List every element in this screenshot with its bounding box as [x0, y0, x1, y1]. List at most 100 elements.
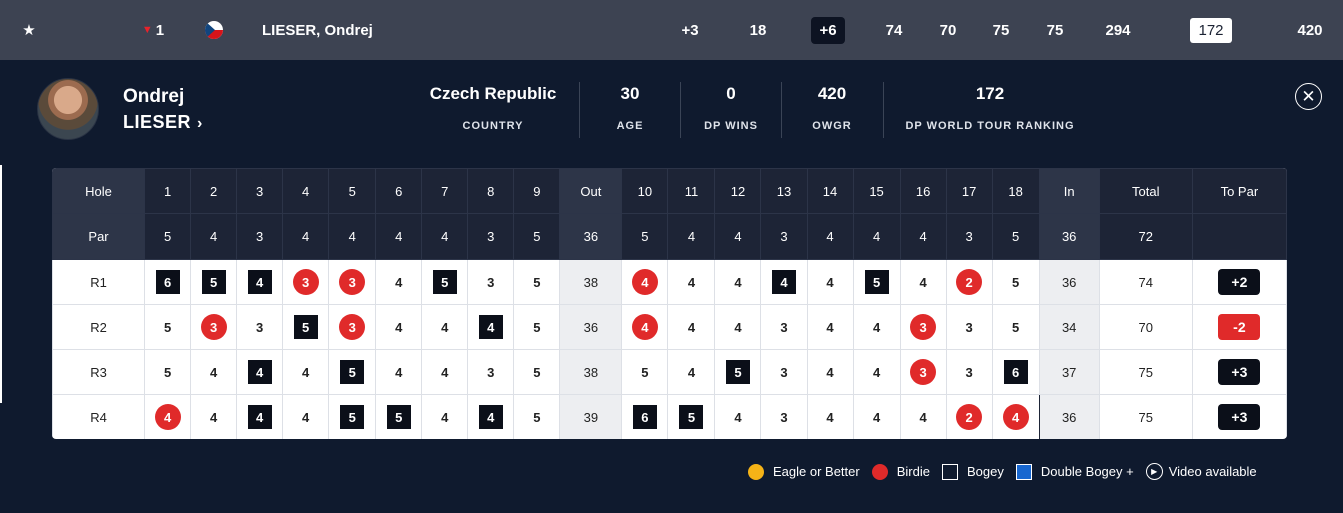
total-score: 294: [1105, 21, 1131, 39]
par-score: 3: [780, 364, 788, 380]
hole-score-cell: 4: [714, 304, 762, 350]
round-in: 36: [1038, 259, 1100, 305]
par-score: 5: [533, 364, 541, 380]
owgr-value: 420: [1297, 21, 1323, 39]
hole-score-cell: 4: [375, 304, 423, 350]
par-score: 4: [826, 364, 834, 380]
par-in: 36: [1038, 213, 1100, 260]
stat-label: COUNTRY: [462, 120, 524, 132]
bogey-score: 4: [247, 270, 272, 294]
avatar: [37, 78, 99, 140]
hole-score-cell: 4: [190, 349, 238, 395]
par-score: 4: [441, 319, 449, 335]
hole-score-cell: 3: [236, 304, 284, 350]
hole-score-cell: 3: [760, 349, 808, 395]
par-score: 4: [209, 409, 218, 425]
hole-score-cell: 5: [513, 394, 561, 439]
hole-score-cell: 4: [667, 349, 716, 395]
par-score: 3: [965, 319, 973, 335]
hole-score-cell: 5: [328, 349, 377, 395]
close-icon[interactable]: ✕: [1295, 83, 1322, 110]
hole-number: 5: [328, 168, 377, 214]
hole-score-cell: 2: [945, 259, 993, 305]
hole-score-cell: 3: [190, 304, 238, 350]
hole-score-cell: 4: [621, 304, 669, 350]
stat-ranking: 172 DP WORLD TOUR RANKING: [896, 84, 1084, 132]
divider: [579, 82, 580, 138]
bogey-score: 5: [293, 315, 318, 339]
round-out: 38: [559, 349, 623, 395]
favorite-star-icon[interactable]: ★: [22, 22, 36, 39]
hole-score-cell: 5: [991, 259, 1040, 305]
par-score: 4: [919, 274, 927, 290]
stat-age: 30 AGE: [592, 84, 668, 132]
hole-score-cell: 5: [991, 304, 1040, 350]
today-value: +6: [807, 0, 849, 60]
par-value: 3: [945, 213, 993, 260]
par-score: 3: [487, 274, 495, 290]
hole-score-cell: 4: [236, 349, 284, 395]
hole-number: 17: [945, 168, 993, 214]
hole-score-cell: 5: [144, 304, 192, 350]
par-score: 4: [734, 409, 742, 425]
position-movement: ▼ 1: [138, 0, 168, 60]
leaderboard-row[interactable]: ★ ▼ 1 LIESER, Ondrej +3 18 +6 74 70 75 7…: [0, 0, 1343, 60]
par-value: 5: [144, 213, 192, 260]
hole-score-cell: 4: [806, 304, 854, 350]
par-value: 5: [621, 213, 669, 260]
bogey-score: 5: [432, 270, 457, 294]
legend: Eagle or Better Birdie Bogey Double Boge…: [748, 463, 1269, 480]
birdie-score: 4: [1002, 404, 1029, 430]
par-score: 5: [533, 274, 541, 290]
par-value: 5: [513, 213, 561, 260]
hole-number: 8: [467, 168, 515, 214]
hole-score-cell: 4: [667, 259, 716, 305]
par-value: 4: [328, 213, 377, 260]
eagle-swatch-icon: [748, 463, 764, 480]
out-label: Out: [559, 168, 623, 214]
thru-value: 18: [749, 21, 767, 39]
bogey-swatch-icon: [941, 463, 958, 480]
double-bogey-swatch-icon: [1015, 463, 1032, 480]
legend-label: Video available: [1168, 464, 1257, 479]
par-value: 3: [467, 213, 515, 260]
par-value: 4: [806, 213, 854, 260]
hole-score-cell: 3: [899, 349, 947, 395]
to-par-badge: +3: [1218, 404, 1261, 430]
hole-number: 13: [760, 168, 808, 214]
stat-owgr: 420 OWGR: [794, 84, 870, 132]
par-score: 4: [441, 364, 449, 380]
hole-score-cell: 3: [328, 304, 377, 350]
bogey-score: 5: [386, 405, 411, 429]
legend-item-birdie: Birdie: [871, 463, 930, 480]
hole-score-cell: 5: [421, 259, 469, 305]
hole-number: 7: [421, 168, 469, 214]
par-score: 4: [872, 409, 881, 425]
to-par-badge: -2: [1218, 314, 1261, 340]
bogey-score: 4: [247, 360, 272, 384]
par-score: 3: [780, 319, 788, 335]
hole-number: 10: [621, 168, 669, 214]
legend-item-bogey: Bogey: [941, 463, 1004, 480]
hole-score-cell: 3: [467, 259, 515, 305]
birdie-score: 3: [339, 269, 366, 295]
par-value: 4: [714, 213, 762, 260]
round-out: 39: [559, 394, 623, 439]
hole-score-cell: 4: [421, 304, 469, 350]
legend-label: Double Bogey +: [1040, 464, 1134, 479]
par-score: 4: [395, 319, 403, 335]
hole-score-cell: 4: [375, 259, 423, 305]
hole-score-cell: 4: [144, 394, 192, 439]
round-row: R3 5 4 4 4 5 4 4 3 5 38 5 4 5 3 4 4 3 3 6 37 75 +3: [52, 349, 1287, 395]
birdie-score: 4: [154, 404, 181, 430]
player-profile-link[interactable]: LIESER ›: [123, 112, 203, 133]
legend-item-video: ▶ Video available: [1145, 463, 1257, 480]
player-name[interactable]: LIESER, Ondrej: [262, 21, 373, 39]
round-total: 75: [1098, 394, 1193, 439]
hole-score-cell: 4: [714, 259, 762, 305]
par-score: 4: [826, 319, 834, 335]
legend-label: Bogey: [966, 464, 1004, 479]
divider: [680, 82, 681, 138]
bogey-score: 5: [725, 360, 750, 384]
hole-score-cell: 4: [991, 394, 1040, 439]
